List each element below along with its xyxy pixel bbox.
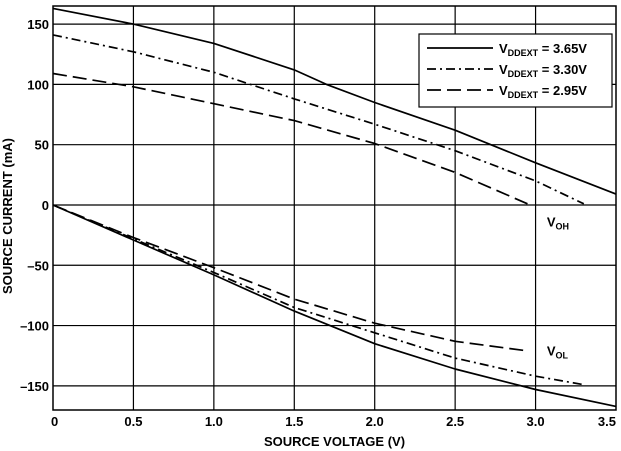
y-tick-label: 50	[35, 138, 49, 153]
legend: VDDEXT = 3.65V VDDEXT = 3.30V VDDEXT = 2.9…	[418, 33, 613, 108]
legend-box	[418, 33, 613, 108]
y-axis-title: SOURCE CURRENT (mA)	[0, 138, 15, 294]
y-tick-label: 150	[27, 17, 49, 32]
y-tick-label: –150	[20, 379, 49, 394]
x-axis-title: SOURCE VOLTAGE (V)	[264, 434, 405, 449]
y-tick-label: –100	[20, 319, 49, 334]
x-tick-label: 0.5	[124, 414, 142, 429]
series-line-dashed	[52, 204, 528, 352]
annotation-oh: VOH	[547, 215, 569, 232]
y-tick-label: –50	[27, 258, 49, 273]
series-line-dashdot	[52, 204, 584, 386]
tick-labels: 0 0.5 1.0 1.5 2.0 2.5 3.0 3.5 –150 –100 –50 0 50 100 1…	[20, 17, 616, 429]
x-tick-label: 2.5	[446, 414, 464, 429]
y-tick-label: 100	[27, 77, 49, 92]
series-line-dashed	[52, 72, 528, 205]
annotations: VOH VOL	[547, 215, 569, 361]
x-tick-label: 2.0	[366, 414, 384, 429]
legend-label: VDDEXT = 3.65V	[499, 41, 587, 58]
legend-label: VDDEXT = 2.95V	[499, 83, 587, 100]
x-tick-label: 3.5	[598, 414, 616, 429]
x-tick-label: 0	[51, 414, 58, 429]
annotation-ol: VOL	[547, 344, 569, 361]
series-lines	[52, 7, 617, 408]
legend-label: VDDEXT = 3.30V	[499, 62, 587, 79]
plot-frame	[52, 5, 617, 411]
x-tick-label: 1.5	[285, 414, 303, 429]
series-line-solid	[52, 204, 617, 408]
y-tick-label: 0	[42, 198, 49, 213]
x-tick-label: 1.0	[205, 414, 223, 429]
x-tick-label: 3.0	[527, 414, 545, 429]
series-line-solid	[52, 7, 617, 195]
series-line-dashdot	[52, 34, 585, 205]
